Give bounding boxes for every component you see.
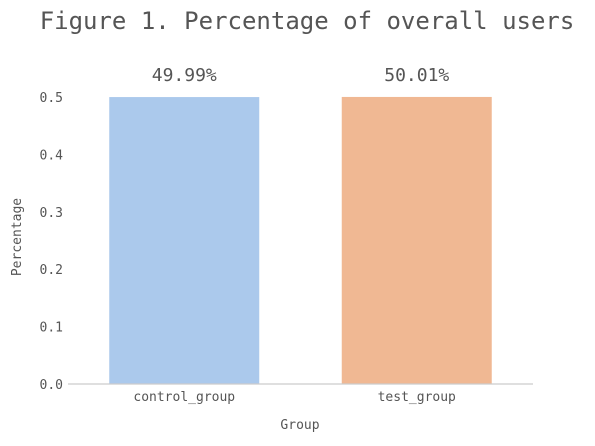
bar-test-group xyxy=(341,96,492,384)
y-tick-label: 0.5 xyxy=(40,91,63,106)
x-tick-label: test_group xyxy=(378,390,456,405)
data-label-test-group: 50.01% xyxy=(384,65,449,86)
x-axis-ticks: control_group test_group xyxy=(133,390,456,405)
chart-title: Figure 1. Percentage of overall users xyxy=(40,7,575,35)
y-axis-ticks: 0.0 0.1 0.2 0.3 0.4 0.5 xyxy=(40,91,64,393)
data-label-control-group: 49.99% xyxy=(152,65,217,86)
bars xyxy=(109,96,492,384)
x-axis-title: Group xyxy=(280,418,319,433)
y-axis-title: Percentage xyxy=(10,198,25,276)
y-tick-label: 0.1 xyxy=(40,321,63,336)
x-tick-label: control_group xyxy=(133,390,235,405)
y-tick-label: 0.4 xyxy=(40,148,64,163)
y-tick-label: 0.3 xyxy=(40,206,63,221)
y-tick-label: 0.2 xyxy=(40,263,63,278)
bar-control-group xyxy=(109,97,260,384)
data-labels: 49.99% 50.01% xyxy=(152,65,450,86)
y-tick-label: 0.0 xyxy=(40,378,63,393)
